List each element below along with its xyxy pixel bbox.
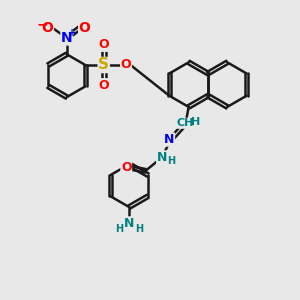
Text: −: −: [36, 18, 48, 32]
Text: S: S: [98, 58, 109, 73]
Text: O: O: [98, 79, 109, 92]
Text: H: H: [191, 117, 201, 127]
Text: O: O: [121, 58, 131, 71]
Text: N: N: [164, 133, 175, 146]
Text: CH: CH: [177, 118, 194, 128]
Text: +: +: [68, 28, 76, 38]
Text: O: O: [98, 38, 109, 51]
Text: O: O: [41, 20, 53, 34]
Text: N: N: [124, 217, 134, 230]
Text: H: H: [116, 224, 124, 234]
Text: O: O: [79, 20, 91, 34]
Text: N: N: [61, 31, 73, 45]
Text: H: H: [167, 156, 175, 166]
Text: H: H: [135, 224, 143, 234]
Text: N: N: [157, 151, 167, 164]
Text: O: O: [121, 161, 131, 174]
